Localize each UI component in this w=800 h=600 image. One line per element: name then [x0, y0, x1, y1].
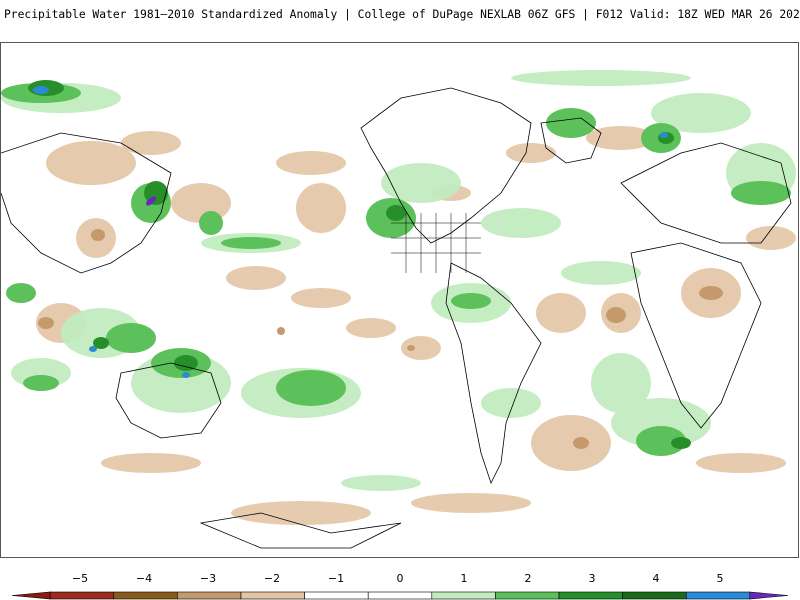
legend-bin: [367, 591, 433, 600]
legend-tick-label: 0: [397, 572, 404, 585]
state-borders: [391, 213, 481, 273]
strong-dry-spots: [38, 229, 723, 449]
legend-bin: [49, 591, 115, 600]
legend-tick-label: −1: [328, 572, 344, 585]
chart-header: Precipitable Water 1981–2010 Standardize…: [0, 0, 800, 34]
legend-bin: [558, 591, 623, 600]
legend-bin: [11, 591, 51, 600]
legend-bin: [304, 591, 369, 600]
legend-tick-label: 3: [589, 572, 596, 585]
legend-bin: [749, 591, 789, 600]
legend-tick-label: −2: [264, 572, 280, 585]
legend-tick-label: 2: [525, 572, 532, 585]
legend-bin: [685, 591, 751, 600]
legend-bin: [113, 591, 178, 600]
legend-tick-label: −4: [136, 572, 152, 585]
moist-anomaly-max: [146, 196, 156, 206]
legend-bin: [495, 591, 560, 600]
legend-bar: −5 −4 −3 −2 −1 0 1 2 3 4 5: [11, 572, 789, 600]
legend-tick-label: −5: [72, 572, 88, 585]
legend-bin: [431, 591, 496, 600]
legend-tick-label: −3: [200, 572, 216, 585]
moist-anomaly-extreme: [33, 86, 668, 378]
map-panel: [0, 42, 799, 558]
anomaly-map: [1, 70, 796, 549]
legend-bin: [240, 591, 305, 600]
map-title: Precipitable Water 1981–2010 Standardize…: [4, 8, 800, 21]
legend-tick-label: 1: [461, 572, 468, 585]
moist-anomaly-medium: [1, 83, 791, 456]
color-legend: −5 −4 −3 −2 −1 0 1 2 3 4 5: [0, 562, 800, 600]
legend-tick-label: 5: [717, 572, 724, 585]
legend-bin: [622, 591, 687, 600]
legend-bins: [11, 591, 789, 600]
legend-bin: [177, 591, 242, 600]
legend-ticks: −5 −4 −3 −2 −1 0 1 2 3 4 5: [72, 572, 724, 585]
legend-tick-label: 4: [653, 572, 660, 585]
